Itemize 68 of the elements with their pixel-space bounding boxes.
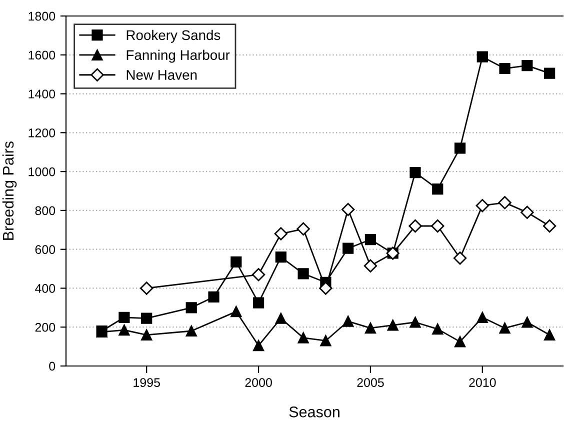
point — [476, 198, 489, 212]
y-tick-label: 1600 — [28, 50, 56, 60]
x-tick-label: 1995 — [134, 378, 160, 387]
point — [298, 332, 309, 344]
point — [454, 336, 466, 348]
y-tick-label: 1000 — [28, 167, 56, 176]
legend-label: Fanning Harbour — [126, 50, 230, 63]
point — [432, 324, 444, 335]
y-tick-label: 200 — [35, 322, 56, 332]
x-tick-label: 2010 — [469, 378, 496, 387]
point — [275, 252, 286, 263]
point — [274, 227, 288, 240]
point — [364, 259, 378, 272]
point — [208, 291, 220, 303]
point — [522, 316, 533, 328]
point — [476, 312, 488, 323]
y-tick-label: 0 — [49, 362, 56, 371]
point — [252, 297, 264, 308]
y-tick-label: 600 — [35, 245, 56, 254]
point — [275, 312, 286, 324]
point — [410, 166, 421, 178]
point — [454, 142, 466, 154]
point — [320, 335, 332, 346]
point — [252, 268, 266, 282]
y-tick-label: 1200 — [28, 128, 56, 138]
point — [410, 316, 421, 328]
point — [141, 312, 152, 324]
point — [186, 302, 197, 314]
point — [342, 242, 354, 254]
point — [542, 219, 556, 233]
y-tick-label: 1400 — [28, 90, 56, 98]
point — [141, 329, 152, 340]
point — [408, 219, 422, 233]
x-tick-label: 2000 — [245, 378, 272, 387]
point — [118, 312, 130, 323]
point — [186, 325, 197, 337]
x-axis-title: Season — [289, 406, 340, 418]
point — [499, 62, 510, 74]
point — [230, 256, 242, 268]
y-axis-title: Breeding Pairs — [2, 141, 17, 240]
legend-label: New Haven — [126, 70, 197, 80]
y-tick-label: 400 — [35, 284, 56, 293]
y-tick-label: 1800 — [28, 12, 56, 21]
point — [453, 251, 467, 265]
point — [296, 222, 310, 236]
point — [341, 202, 355, 216]
point — [298, 268, 309, 280]
point — [544, 329, 556, 340]
point — [364, 234, 376, 246]
point — [230, 306, 242, 318]
y-tick-label: 800 — [35, 206, 56, 216]
point — [252, 340, 264, 352]
point — [364, 322, 376, 334]
point — [319, 282, 332, 295]
point — [342, 316, 354, 327]
point — [522, 60, 533, 72]
point — [387, 320, 398, 331]
point — [431, 219, 444, 233]
legend-label: Rookery Sands — [126, 30, 220, 43]
x-tick-label: 2005 — [357, 378, 384, 387]
point — [520, 206, 534, 219]
point — [118, 324, 130, 336]
point — [140, 282, 154, 295]
point — [544, 68, 556, 79]
point — [476, 51, 488, 62]
point — [498, 196, 512, 210]
point — [432, 184, 444, 195]
point — [499, 322, 510, 334]
